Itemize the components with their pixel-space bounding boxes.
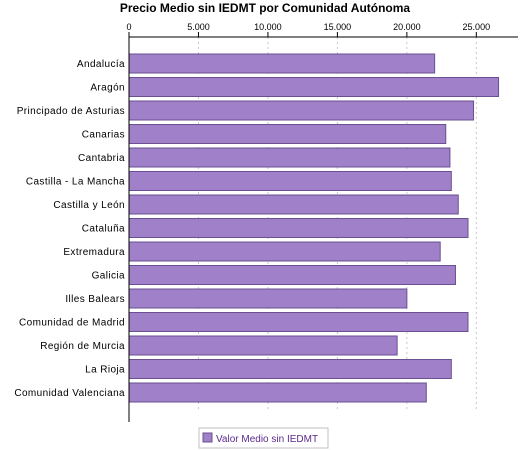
category-label: Andalucía — [77, 59, 125, 70]
bar — [128, 288, 408, 309]
x-tick-label: 15.000 — [324, 22, 352, 32]
bar — [128, 335, 398, 356]
category-label: Illes Balears — [65, 294, 125, 305]
category-label: Principado de Asturias — [17, 106, 125, 117]
bar — [128, 100, 475, 121]
x-tick-label: 0 — [126, 22, 131, 32]
bar — [128, 241, 441, 262]
category-label: Cataluña — [82, 224, 125, 235]
bar — [128, 382, 427, 403]
bar — [128, 218, 469, 238]
legend-swatch — [202, 432, 213, 443]
bar — [128, 312, 469, 332]
x-tick-label: 5.000 — [187, 22, 210, 32]
category-label: La Rioja — [85, 365, 125, 376]
category-label: Comunidad de Madrid — [19, 318, 125, 329]
category-label: Galicia — [92, 271, 125, 282]
bar — [128, 53, 436, 74]
bar — [128, 265, 456, 285]
category-labels: Andalucía Aragón Principado de Asturias Can… — [14, 59, 125, 399]
chart-title: Precio Medio sin IEDMT por Comunidad Aut… — [120, 1, 411, 15]
legend-box — [198, 427, 329, 449]
legend: Valor Medio sin IEDMT — [198, 427, 329, 449]
axes — [128, 36, 518, 422]
x-tick-label: 10.000 — [254, 22, 282, 32]
category-label: Canarias — [82, 130, 125, 141]
category-label: Comunidad Valenciana — [14, 388, 125, 399]
x-tick-label: 20.000 — [393, 22, 421, 32]
x-axis-ticks: 0 5.000 10.000 15.000 20.000 25.000 — [126, 22, 490, 37]
bar — [128, 171, 452, 191]
bar — [128, 194, 459, 215]
category-label: Castilla y León — [53, 200, 125, 211]
legend-label: Valor Medio sin IEDMT — [216, 434, 318, 445]
category-label: Extremadura — [63, 247, 125, 258]
category-label: Región de Murcia — [40, 341, 125, 352]
category-label: Cantabria — [78, 153, 125, 164]
x-tick-label: 25.000 — [463, 22, 491, 32]
category-label: Aragón — [90, 83, 125, 94]
bar — [128, 359, 452, 379]
bar — [128, 77, 500, 97]
bar — [128, 124, 447, 144]
category-label: Castilla - La Mancha — [26, 177, 125, 188]
bar — [128, 147, 451, 168]
bars — [128, 53, 500, 403]
